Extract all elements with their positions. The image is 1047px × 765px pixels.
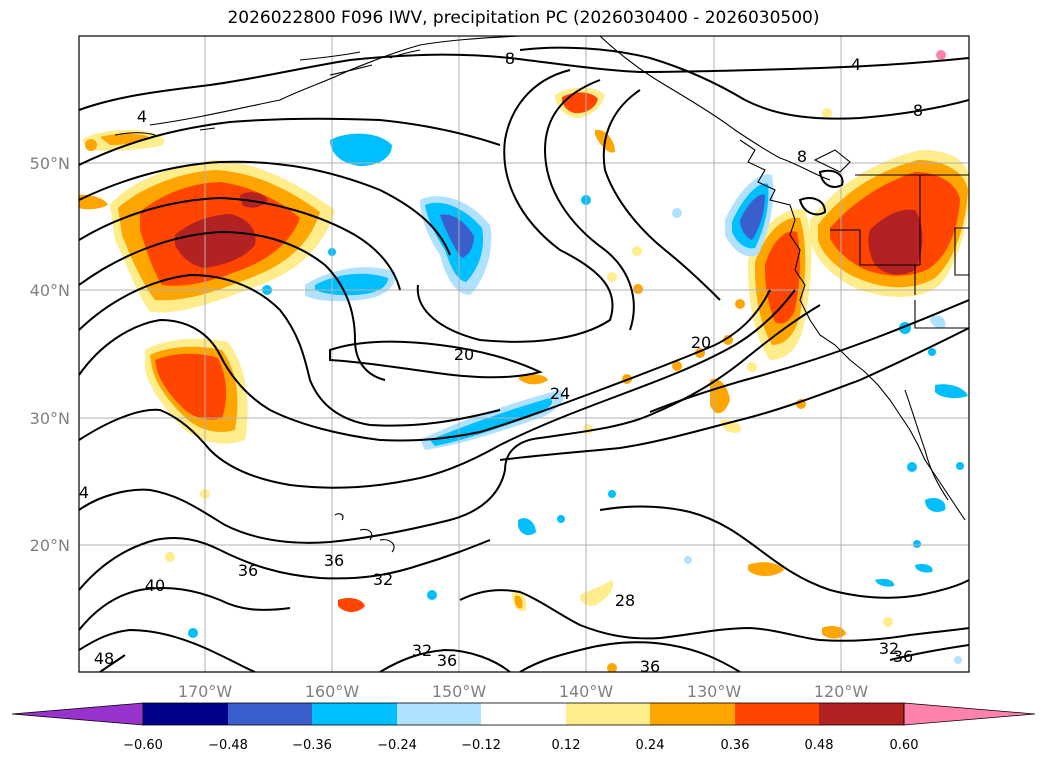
colorbar-tick-label: 0.48 (805, 738, 834, 753)
colorbar-tick-label: 0.36 (721, 738, 750, 753)
contour-label: 32 (879, 639, 899, 658)
map-frame (78, 35, 970, 673)
lon-label: 120°W (814, 682, 869, 701)
lon-label: 170°W (178, 682, 233, 701)
lon-label: 130°W (687, 682, 742, 701)
colorbar-segment (819, 703, 904, 725)
contour-label: 32 (373, 570, 393, 589)
contour-label: 36 (893, 647, 913, 666)
coastlines (114, 36, 969, 553)
lat-label: 30°N (30, 409, 70, 428)
contour-label: 36 (238, 561, 258, 580)
colorbar-segment (143, 703, 228, 725)
contour-label: 4 (851, 55, 861, 74)
contour-label: 4 (79, 483, 89, 502)
contour-label: 36 (324, 551, 344, 570)
contour-label: 20 (691, 333, 711, 352)
colorbar-tick-label: −0.36 (292, 738, 332, 753)
contour-label: 40 (145, 576, 165, 595)
contour-label: 32 (412, 641, 432, 660)
colorbar-segment (397, 703, 481, 725)
contour-label: 20 (454, 345, 474, 364)
contour-label: 48 (94, 649, 114, 668)
precip-positive-shading (79, 50, 969, 672)
contour-label: 36 (640, 657, 660, 676)
colorbar-segment (228, 703, 312, 725)
map-title: 2026022800 F096 IWV, precipitation PC (2… (227, 8, 820, 28)
colorbar-extend-high (903, 702, 1036, 726)
lon-label: 140°W (559, 682, 614, 701)
colorbar-segment (650, 703, 735, 725)
contour-label: 8 (797, 147, 807, 166)
colorbar-tick-label: −0.12 (461, 738, 501, 753)
colorbar-segment (312, 703, 397, 725)
lat-label: 20°N (30, 536, 70, 555)
precip-negative-shading (188, 133, 968, 664)
contour-label: 28 (615, 591, 635, 610)
longitude-labels: 170°W 160°W 150°W 140°W 130°W 120°W (178, 682, 869, 701)
colorbar-tick-label: −0.60 (123, 738, 163, 753)
lat-label: 40°N (30, 281, 70, 300)
colorbar-tick-label: −0.48 (208, 738, 248, 753)
contour-label: 24 (550, 384, 570, 403)
colorbar-segment (566, 703, 650, 725)
colorbar-tick-label: 0.12 (552, 738, 581, 753)
colorbar-segment (481, 703, 566, 725)
lat-label: 50°N (30, 154, 70, 173)
contour-label: 36 (437, 651, 457, 670)
lon-label: 160°W (305, 682, 360, 701)
contour-label: 8 (913, 101, 923, 120)
colorbar-tick-label: 0.60 (890, 738, 919, 753)
contour-label: 4 (137, 107, 147, 126)
contour-label: 8 (505, 49, 515, 68)
contour-labels: 4 4 4 8 8 8 20 20 24 28 32 32 32 36 36 3… (79, 49, 923, 676)
colorbar-tick-label: 0.24 (636, 738, 665, 753)
colorbar: −0.60 −0.48 −0.36 −0.24 −0.12 0.12 0.24 … (11, 702, 1036, 753)
iwv-contours (79, 46, 969, 672)
colorbar-extend-low (11, 702, 144, 726)
lon-label: 150°W (432, 682, 487, 701)
colorbar-tick-label: −0.24 (377, 738, 417, 753)
colorbar-segment (735, 703, 819, 725)
latitude-labels: 50°N 40°N 30°N 20°N (30, 154, 70, 555)
